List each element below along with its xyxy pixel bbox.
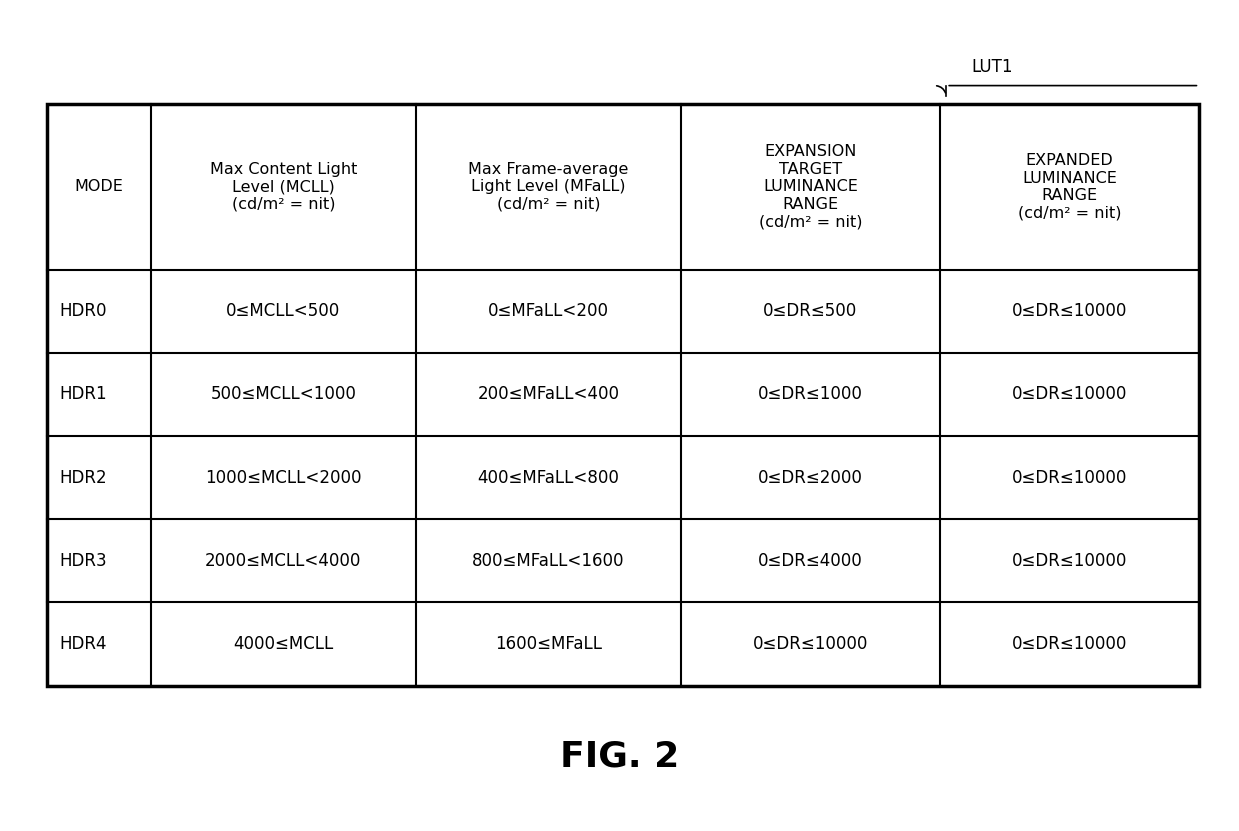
Text: HDR0: HDR0: [59, 302, 107, 320]
Text: 0≤DR≤10000: 0≤DR≤10000: [753, 635, 869, 653]
Text: LUT1: LUT1: [971, 57, 1012, 76]
Text: MODE: MODE: [74, 179, 124, 194]
Text: 0≤DR≤10000: 0≤DR≤10000: [1012, 635, 1127, 653]
Text: Max Frame-average
Light Level (MFaLL)
(cd/m² = nit): Max Frame-average Light Level (MFaLL) (c…: [468, 162, 628, 212]
Text: 0≤MFaLL<200: 0≤MFaLL<200: [488, 302, 608, 320]
Text: 0≤MCLL<500: 0≤MCLL<500: [227, 302, 341, 320]
Text: HDR4: HDR4: [59, 635, 107, 653]
Text: 500≤MCLL<1000: 500≤MCLL<1000: [211, 386, 357, 403]
Text: 0≤DR≤10000: 0≤DR≤10000: [1012, 302, 1127, 320]
Text: 0≤DR≤10000: 0≤DR≤10000: [1012, 552, 1127, 570]
Text: EXPANSION
TARGET
LUMINANCE
RANGE
(cd/m² = nit): EXPANSION TARGET LUMINANCE RANGE (cd/m² …: [758, 145, 862, 229]
Text: 200≤MFaLL<400: 200≤MFaLL<400: [477, 386, 620, 403]
Text: 0≤DR≤1000: 0≤DR≤1000: [758, 386, 862, 403]
Text: Max Content Light
Level (MCLL)
(cd/m² = nit): Max Content Light Level (MCLL) (cd/m² = …: [209, 162, 357, 212]
Text: 0≤DR≤2000: 0≤DR≤2000: [758, 469, 862, 487]
Text: HDR3: HDR3: [59, 552, 107, 570]
Text: 2000≤MCLL<4000: 2000≤MCLL<4000: [206, 552, 362, 570]
Text: 4000≤MCLL: 4000≤MCLL: [233, 635, 333, 653]
Text: EXPANDED
LUMINANCE
RANGE
(cd/m² = nit): EXPANDED LUMINANCE RANGE (cd/m² = nit): [1018, 153, 1121, 220]
Text: FIG. 2: FIG. 2: [560, 740, 679, 773]
Text: HDR1: HDR1: [59, 386, 107, 403]
Text: HDR2: HDR2: [59, 469, 107, 487]
Text: 800≤MFaLL<1600: 800≤MFaLL<1600: [472, 552, 624, 570]
Text: 0≤DR≤10000: 0≤DR≤10000: [1012, 469, 1127, 487]
Text: 0≤DR≤10000: 0≤DR≤10000: [1012, 386, 1127, 403]
Text: 0≤DR≤4000: 0≤DR≤4000: [758, 552, 862, 570]
Text: 400≤MFaLL<800: 400≤MFaLL<800: [477, 469, 620, 487]
Text: 1600≤MFaLL: 1600≤MFaLL: [494, 635, 602, 653]
Text: 1000≤MCLL<2000: 1000≤MCLL<2000: [204, 469, 362, 487]
Text: 0≤DR≤500: 0≤DR≤500: [763, 302, 857, 320]
